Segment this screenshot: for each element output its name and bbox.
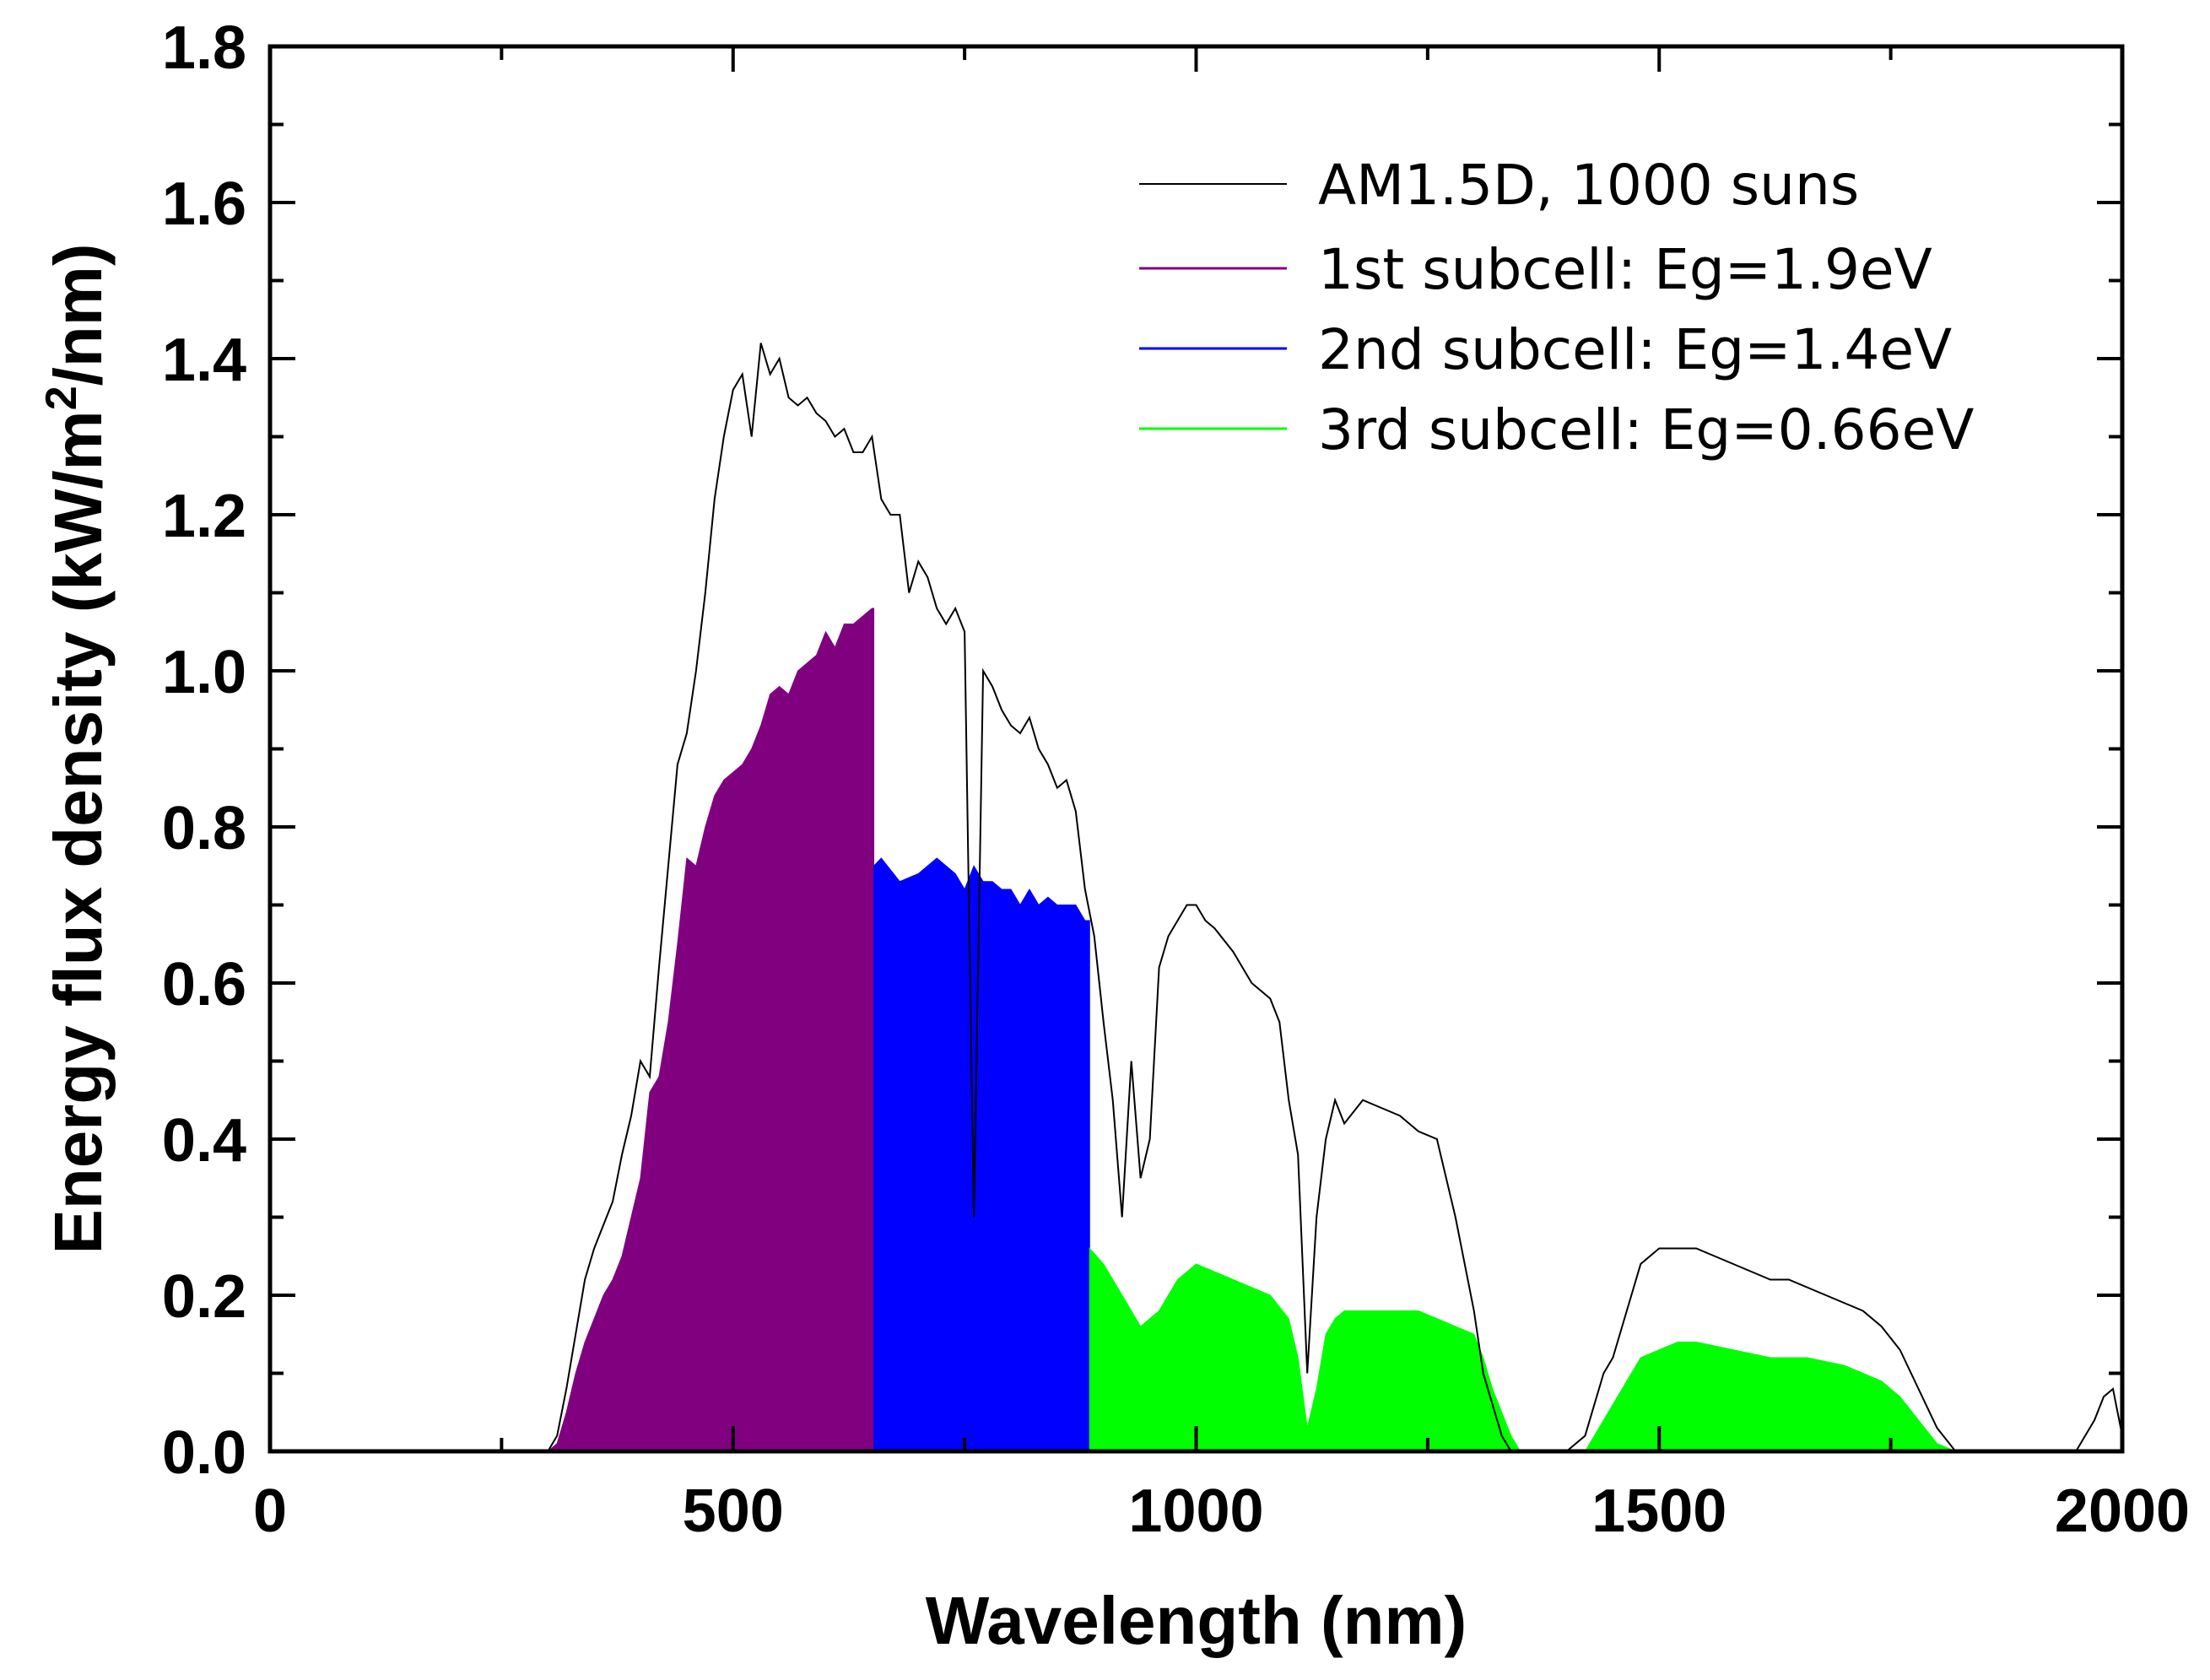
x-tick-label: 1500 [1591, 1477, 1726, 1545]
x-tick-label: 0 [253, 1477, 287, 1545]
y-tick-label: 1.8 [162, 14, 246, 82]
x-tick-label: 500 [683, 1477, 784, 1545]
y-axis-title: Energy flux density (kW/m2/nm) [37, 244, 116, 1255]
series-fill-2 [873, 857, 1090, 1452]
x-tick-label: 2000 [2055, 1477, 2190, 1545]
plot-frame [267, 44, 2125, 1454]
y-tick-label: 0.8 [162, 795, 246, 862]
axis-ticks [268, 45, 2124, 1453]
series-fill-1 [546, 608, 875, 1452]
y-tick-label: 1.2 [162, 483, 246, 550]
y-tick-label: 0.2 [162, 1263, 246, 1331]
y-tick-label: 1.0 [162, 639, 246, 706]
legend-label-spectrum: AM1.5D, 1000 suns [1318, 153, 1859, 218]
tick-labels: 0 500 1000 1500 2000 0.0 0.2 0.4 0.6 0.8 1.0 1.2 1.4… [162, 14, 2190, 1545]
x-axis-title: Wavelength (nm) [926, 1583, 1467, 1658]
spectrum-line [270, 343, 2123, 1452]
legend-label-series-2: 2nd subcell: Eg=1.4eV [1318, 317, 1952, 382]
y-axis-title-tail: /nm) [41, 244, 116, 386]
y-axis-title-superscript: 2 [37, 386, 86, 410]
legend-label-series-1: 1st subcell: Eg=1.9eV [1318, 237, 1932, 302]
legend-label-series-3: 3rd subcell: Eg=0.66eV [1318, 397, 1974, 462]
y-tick-label: 0.4 [162, 1107, 246, 1175]
legend: AM1.5D, 1000 suns 1st subcell: Eg=1.9eV … [1139, 153, 1974, 462]
spectrum-line-group [270, 343, 2123, 1452]
x-tick-label: 1000 [1128, 1477, 1263, 1545]
y-tick-label: 0.0 [162, 1419, 246, 1487]
y-tick-label: 1.6 [162, 170, 246, 238]
y-axis-title-main: Energy flux density (kW/m [41, 410, 116, 1254]
series-fills [546, 608, 1984, 1452]
y-tick-label: 1.4 [162, 327, 246, 394]
series-fill-3 [1089, 1247, 1984, 1452]
y-tick-label: 0.6 [162, 951, 246, 1018]
